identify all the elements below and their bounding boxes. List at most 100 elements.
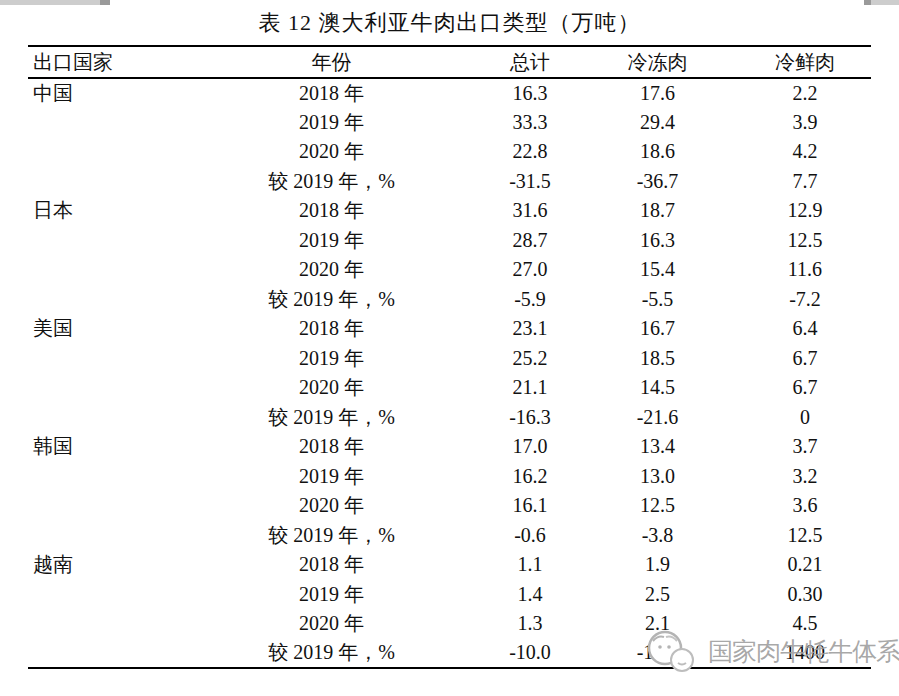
chilled-cell: 6.4 xyxy=(725,314,871,344)
chilled-cell: -7.2 xyxy=(725,285,871,315)
country-cell xyxy=(28,491,193,521)
year-cell: 较 2019 年，% xyxy=(193,521,470,551)
chilled-cell: 0.21 xyxy=(725,550,871,580)
year-cell: 2020 年 xyxy=(193,491,470,521)
frozen-cell: 18.6 xyxy=(590,137,725,167)
table-row: 中国 2018 年 16.3 17.6 2.2 xyxy=(28,78,871,108)
total-cell: 27.0 xyxy=(470,255,590,285)
frozen-cell: 16.7 xyxy=(590,314,725,344)
column-header-country: 出口国家 xyxy=(28,46,193,78)
total-cell: -10.0 xyxy=(470,639,590,669)
chilled-cell: 12.9 xyxy=(725,196,871,226)
year-cell: 较 2019 年，% xyxy=(193,639,470,669)
country-cell xyxy=(28,521,193,551)
frozen-cell: -21.6 xyxy=(590,403,725,433)
country-cell xyxy=(28,639,193,669)
frozen-cell: -16.0 xyxy=(590,639,725,669)
total-cell: -16.3 xyxy=(470,403,590,433)
table-row: 日本 2018 年 31.6 18.7 12.9 xyxy=(28,196,871,226)
frozen-cell: 2.1 xyxy=(590,609,725,639)
year-cell: 2020 年 xyxy=(193,137,470,167)
chilled-cell: 0 xyxy=(725,403,871,433)
table-row: 2019 年 1.4 2.5 0.30 xyxy=(28,580,871,610)
frozen-cell: 1.9 xyxy=(590,550,725,580)
total-cell: 17.0 xyxy=(470,432,590,462)
year-cell: 2019 年 xyxy=(193,580,470,610)
total-cell: 21.1 xyxy=(470,373,590,403)
country-cell xyxy=(28,226,193,256)
year-cell: 2019 年 xyxy=(193,344,470,374)
year-cell: 2020 年 xyxy=(193,373,470,403)
year-cell: 较 2019 年，% xyxy=(193,167,470,197)
total-cell: 31.6 xyxy=(470,196,590,226)
chilled-cell: 4.5 xyxy=(725,609,871,639)
total-cell: 1.1 xyxy=(470,550,590,580)
chilled-cell: 3.6 xyxy=(725,491,871,521)
total-cell: 1.4 xyxy=(470,580,590,610)
country-cell: 韩国 xyxy=(28,432,193,462)
chilled-cell: 12.5 xyxy=(725,226,871,256)
year-cell: 2018 年 xyxy=(193,550,470,580)
frozen-cell: 12.5 xyxy=(590,491,725,521)
chilled-cell: 1400 xyxy=(725,639,871,669)
year-cell: 2018 年 xyxy=(193,432,470,462)
scrollbar-fragment-left xyxy=(0,0,110,5)
total-cell: 23.1 xyxy=(470,314,590,344)
total-cell: -31.5 xyxy=(470,167,590,197)
year-cell: 2019 年 xyxy=(193,108,470,138)
year-cell: 2020 年 xyxy=(193,609,470,639)
country-cell: 日本 xyxy=(28,196,193,226)
table-row: 2019 年 33.3 29.4 3.9 xyxy=(28,108,871,138)
year-cell: 2018 年 xyxy=(193,314,470,344)
country-cell: 越南 xyxy=(28,550,193,580)
table-row: 较 2019 年，% -10.0 -16.0 1400 xyxy=(28,639,871,669)
table-row: 2019 年 25.2 18.5 6.7 xyxy=(28,344,871,374)
chilled-cell: 12.5 xyxy=(725,521,871,551)
country-cell xyxy=(28,609,193,639)
table-row: 2020 年 16.1 12.5 3.6 xyxy=(28,491,871,521)
table-row: 越南 2018 年 1.1 1.9 0.21 xyxy=(28,550,871,580)
chilled-cell: 4.2 xyxy=(725,137,871,167)
frozen-cell: 13.4 xyxy=(590,432,725,462)
total-cell: 1.3 xyxy=(470,609,590,639)
frozen-cell: 18.5 xyxy=(590,344,725,374)
column-header-chilled: 冷鲜肉 xyxy=(725,46,871,78)
frozen-cell: -36.7 xyxy=(590,167,725,197)
table-header-row: 出口国家 年份 总计 冷冻肉 冷鲜肉 xyxy=(28,46,871,78)
column-header-year: 年份 xyxy=(193,46,470,78)
chilled-cell: 2.2 xyxy=(725,78,871,108)
frozen-cell: 18.7 xyxy=(590,196,725,226)
country-cell xyxy=(28,580,193,610)
year-cell: 较 2019 年，% xyxy=(193,285,470,315)
table-row: 2020 年 27.0 15.4 11.6 xyxy=(28,255,871,285)
year-cell: 2018 年 xyxy=(193,78,470,108)
total-cell: 28.7 xyxy=(470,226,590,256)
chilled-cell: 3.2 xyxy=(725,462,871,492)
country-cell xyxy=(28,403,193,433)
country-cell xyxy=(28,344,193,374)
country-cell xyxy=(28,285,193,315)
year-cell: 2020 年 xyxy=(193,255,470,285)
frozen-cell: 16.3 xyxy=(590,226,725,256)
country-cell xyxy=(28,137,193,167)
country-cell: 美国 xyxy=(28,314,193,344)
beef-export-table: 出口国家 年份 总计 冷冻肉 冷鲜肉 中国 2018 年 16.3 17.6 2… xyxy=(28,45,871,669)
chilled-cell: 6.7 xyxy=(725,373,871,403)
frozen-cell: -3.8 xyxy=(590,521,725,551)
chilled-cell: 0.30 xyxy=(725,580,871,610)
total-cell: -5.9 xyxy=(470,285,590,315)
total-cell: 16.1 xyxy=(470,491,590,521)
table-row: 2020 年 1.3 2.1 4.5 xyxy=(28,609,871,639)
country-cell xyxy=(28,462,193,492)
table-row: 2019 年 28.7 16.3 12.5 xyxy=(28,226,871,256)
country-cell: 中国 xyxy=(28,78,193,108)
chilled-cell: 3.9 xyxy=(725,108,871,138)
year-cell: 2019 年 xyxy=(193,462,470,492)
table-row: 较 2019 年，% -0.6 -3.8 12.5 xyxy=(28,521,871,551)
frozen-cell: 14.5 xyxy=(590,373,725,403)
total-cell: 25.2 xyxy=(470,344,590,374)
table-row: 2020 年 21.1 14.5 6.7 xyxy=(28,373,871,403)
total-cell: -0.6 xyxy=(470,521,590,551)
table-row: 韩国 2018 年 17.0 13.4 3.7 xyxy=(28,432,871,462)
frozen-cell: 29.4 xyxy=(590,108,725,138)
